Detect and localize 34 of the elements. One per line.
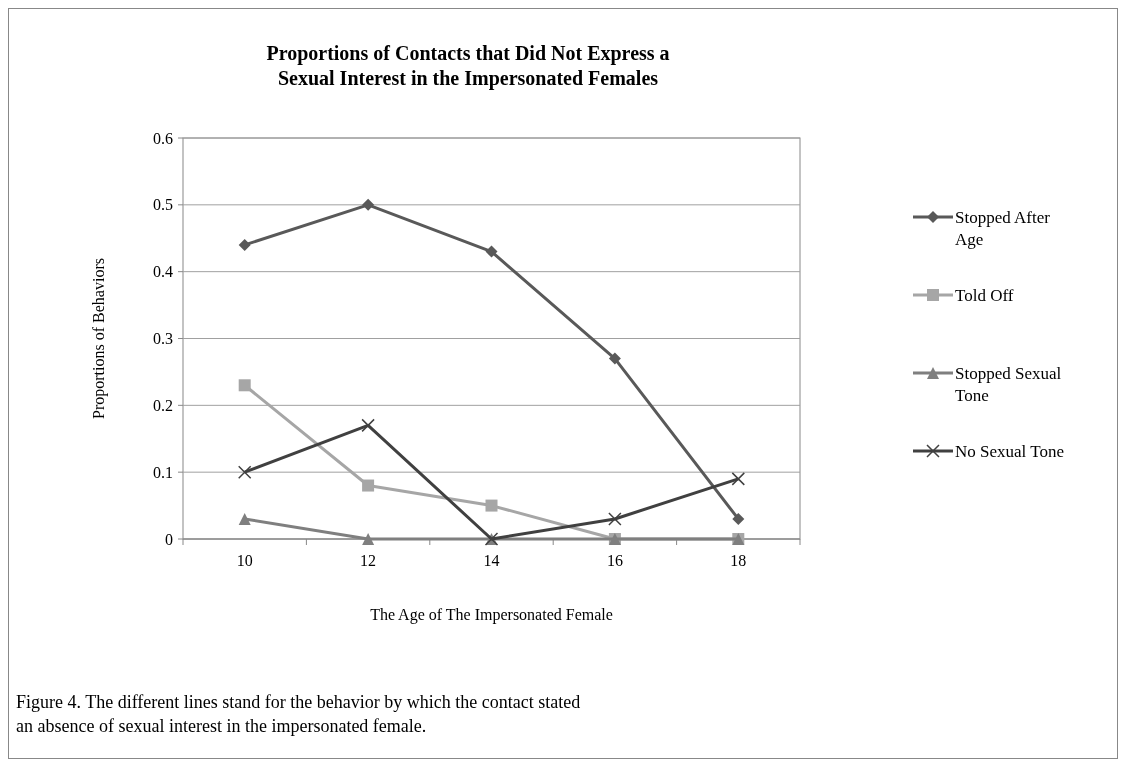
point [362,479,375,492]
point [608,352,621,365]
legend-label: Stopped Sexual Tone [955,364,1062,405]
x-tick-label: 10 [236,552,253,569]
chart-title: Proportions of Contacts that Did Not Express a Sexual Interest in the Impersonated Females [266,42,670,90]
legend-label: No Sexual Tone [955,442,1064,461]
point [608,512,622,526]
legend-label: Told Off [955,286,1014,305]
y-tick-label: 0.2 [153,396,173,414]
point [362,198,375,211]
legend-label: Stopped After Age [955,208,1051,249]
point [238,238,251,251]
point [731,472,746,486]
point [485,499,498,512]
point [732,512,745,525]
point [485,245,498,258]
y-tick-label: 0.5 [153,196,173,214]
y-tick-label: 0.1 [153,463,173,481]
point [362,533,375,545]
x-axis-title: The Age of The Impersonated Female [370,606,613,624]
point [238,379,251,392]
y-axis-title: Proportions of Behaviors [90,258,108,419]
y-tick-label: 0.3 [153,330,173,348]
caption: Figure 4. The different lines stand for the behavior by which the contact stated an absence of sexual interest in the impersonated female. [16,692,581,736]
point [361,418,375,433]
x-tick-label: 16 [606,552,623,569]
x-tick-label: 14 [483,552,500,569]
point [237,465,252,479]
point [238,512,251,525]
y-tick-label: 0.6 [153,129,173,147]
y-tick-label: 0 [165,530,173,548]
y-tick-label: 0.4 [153,263,173,281]
x-tick-label: 18 [730,552,747,569]
x-tick-label: 12 [360,552,377,569]
